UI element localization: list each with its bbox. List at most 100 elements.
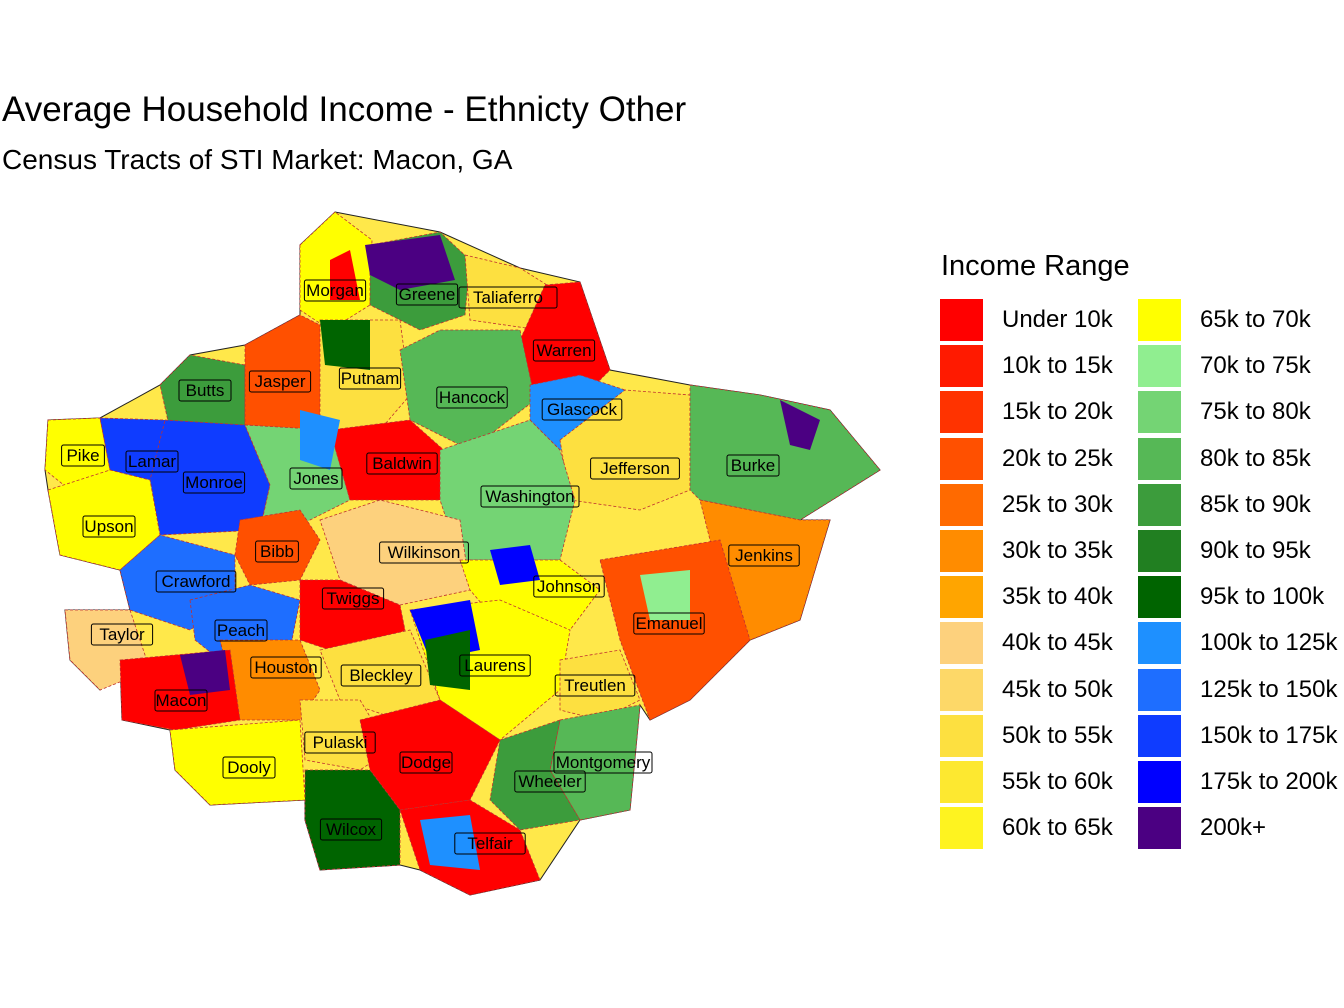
county-labels: Morgan Greene Taliaferro Warren Butts Jasper P…	[61, 279, 800, 855]
county-label: Jefferson	[590, 457, 680, 480]
county-label: Dodge	[399, 751, 453, 774]
legend-swatch	[1138, 437, 1181, 480]
county-label: Bleckley	[340, 664, 422, 687]
county-label-text: Warren	[536, 341, 591, 360]
county-label: Taliaferro	[458, 286, 558, 309]
county-label-text: Emanuel	[635, 614, 702, 633]
county-label: Dooly	[222, 756, 276, 779]
legend-item: 65k to 70k	[1138, 297, 1311, 343]
county-label-text: Dooly	[227, 758, 271, 777]
legend-swatch	[940, 299, 983, 341]
legend: Income Range Under 10k 10k to 15k 15k to 2…	[940, 250, 1344, 850]
legend-item: 125k to 150k	[1138, 667, 1337, 713]
county-label-box	[248, 370, 312, 393]
county-label-text: Wilcox	[326, 820, 377, 839]
county-label-box	[590, 457, 680, 480]
legend-swatch	[1138, 807, 1181, 850]
county-label-box	[436, 386, 508, 409]
county-label-box	[154, 689, 208, 712]
county-label-box	[532, 339, 596, 362]
county-label-box	[553, 751, 653, 774]
legend-label: 45k to 50k	[1002, 675, 1113, 703]
legend-swatch	[1138, 576, 1181, 619]
legend-label: 80k to 85k	[1200, 444, 1311, 472]
legend-item: 30k to 35k	[940, 528, 1113, 574]
legend-swatch	[1138, 714, 1181, 757]
county-label-box	[250, 656, 322, 679]
county-label-text: Jasper	[254, 372, 305, 391]
legend-label: 150k to 175k	[1200, 721, 1338, 749]
county-label-box	[395, 283, 459, 306]
county-label: Burke	[726, 454, 780, 477]
legend-swatch	[940, 714, 983, 757]
legend-label: 85k to 90k	[1200, 490, 1311, 518]
county-label-text: Taliaferro	[473, 288, 543, 307]
county-label: Laurens	[459, 654, 531, 677]
county-label-box	[303, 279, 367, 302]
legend-item: 45k to 50k	[940, 667, 1113, 713]
legend-label: 200k+	[1200, 814, 1267, 842]
county-label-box	[82, 515, 136, 538]
county-label-box	[61, 444, 105, 467]
county-label-box	[728, 544, 800, 567]
tract-shape	[640, 570, 690, 620]
legend-item: 80k to 85k	[1138, 436, 1311, 482]
legend-label: 75k to 80k	[1200, 398, 1311, 426]
county-label: Greene	[395, 283, 459, 306]
legend-swatch	[1138, 483, 1181, 526]
legend-label: 95k to 100k	[1200, 583, 1325, 611]
county-label: Bibb	[255, 540, 299, 563]
legend-item: 90k to 95k	[1138, 528, 1311, 574]
legend-swatch	[940, 530, 983, 572]
legend-item: 15k to 20k	[940, 389, 1113, 435]
county-label-text: Bibb	[260, 542, 294, 561]
county-label: Putnam	[338, 367, 402, 390]
legend-item: 40k to 45k	[940, 620, 1113, 666]
tract-shape	[300, 410, 340, 470]
county-label-box	[125, 450, 179, 473]
county-label: Jasper	[248, 370, 312, 393]
county-label-box	[458, 286, 558, 309]
tract-shape	[330, 250, 360, 300]
county-label-text: Houston	[254, 658, 317, 677]
county-label-box	[289, 467, 343, 490]
legend-swatch	[940, 668, 983, 711]
legend-item: 20k to 25k	[940, 436, 1113, 482]
tract-shape	[180, 650, 230, 695]
county-label-text: Baldwin	[372, 454, 432, 473]
county-shape	[489, 719, 581, 831]
county-label-box	[255, 540, 299, 563]
county-shape	[304, 769, 401, 871]
county-label-text: Wheeler	[518, 772, 582, 791]
legend-swatch	[1138, 761, 1181, 803]
county-label-box	[633, 612, 705, 635]
county-label-text: Monroe	[185, 473, 243, 492]
county-label: Peach	[214, 619, 268, 642]
county-label-text: Montgomery	[556, 753, 651, 772]
legend-swatch	[1138, 530, 1181, 572]
tract-shape	[780, 400, 820, 450]
legend-label: 15k to 20k	[1002, 398, 1113, 426]
county-label-box	[338, 367, 402, 390]
tract-shape	[425, 630, 470, 690]
county-label: Pulaski	[304, 731, 376, 754]
county-label-text: Jones	[293, 469, 338, 488]
county-label-text: Upson	[84, 517, 133, 536]
choropleth-map: Morgan Greene Taliaferro Warren Butts Jasper P…	[44, 211, 881, 896]
county-label-text: Telfair	[467, 834, 513, 853]
county-label: Crawford	[155, 570, 237, 593]
county-label-text: Jefferson	[600, 459, 670, 478]
legend-label: 25k to 30k	[1002, 490, 1113, 518]
tract-shape	[365, 235, 455, 290]
county-label: Hancock	[436, 386, 508, 409]
county-label-box	[319, 818, 383, 841]
county-label-box	[366, 452, 438, 475]
county-label: Montgomery	[553, 751, 653, 774]
county-shape	[689, 384, 881, 521]
legend-swatch	[940, 391, 983, 434]
legend-swatch	[1138, 391, 1181, 434]
county-label-text: Burke	[731, 456, 775, 475]
county-label-text: Twiggs	[327, 589, 380, 608]
county-label: Taylor	[90, 623, 154, 646]
county-label-box	[454, 832, 526, 855]
